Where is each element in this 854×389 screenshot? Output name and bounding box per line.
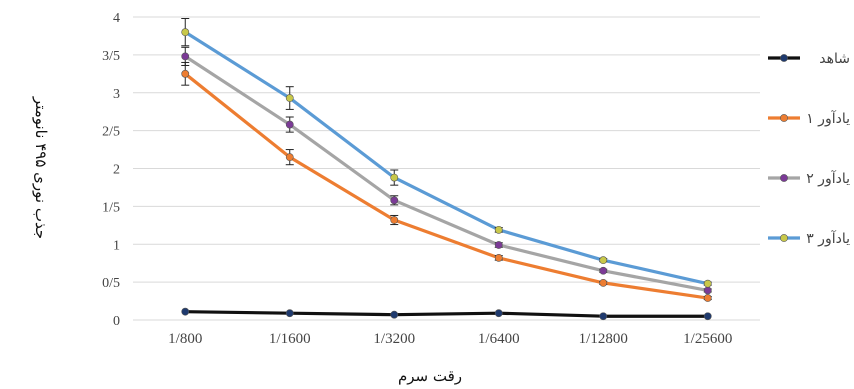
x-tick-labels: 1/800 1/1600 1/3200 1/6400 1/12800 1/25600 (168, 331, 732, 347)
gridlines (133, 16, 760, 321)
y-tick-label: 0 (113, 314, 120, 329)
legend-label: شاهد (819, 51, 850, 67)
series-group (181, 18, 712, 321)
data-point (599, 312, 608, 321)
data-point (285, 153, 294, 162)
x-axis-title: رقت سرم (398, 367, 462, 385)
data-point (390, 173, 399, 182)
legend-item: یادآور ۱ (768, 110, 850, 127)
legend-item: یادآور ۳ (768, 230, 850, 247)
data-point (181, 28, 190, 37)
data-point (285, 94, 294, 102)
y-tick-label: 0/5 (102, 276, 120, 291)
legend-label: یادآور ۲ (806, 170, 850, 187)
legend-swatch-marker (780, 54, 788, 62)
data-point (703, 312, 712, 321)
data-point (494, 241, 503, 249)
data-point (181, 307, 190, 316)
data-point (599, 278, 608, 287)
series-1 (181, 307, 712, 321)
series-line (184, 30, 709, 286)
series-2 (181, 61, 712, 302)
data-point (390, 216, 399, 224)
data-point (285, 309, 294, 318)
series-line (184, 55, 709, 293)
y-tick-label: 2/5 (102, 125, 120, 140)
legend-swatch-marker (780, 174, 788, 182)
legend-swatch-marker (780, 234, 788, 242)
data-point (703, 279, 712, 288)
legend-label: یادآور ۳ (806, 230, 850, 247)
y-tick-labels: 0 0/5 1 1/5 2 2/5 3 3/5 4 (102, 11, 120, 329)
data-point (494, 225, 503, 234)
series-3 (181, 46, 712, 295)
series-line (184, 72, 708, 300)
y-tick-label: 1 (113, 238, 120, 253)
data-point (181, 52, 190, 61)
legend-swatch-marker (780, 114, 788, 122)
y-tick-label: 3 (113, 87, 120, 102)
legend: شاهد یادآور ۱ یادآور ۲ یادآور ۳ (768, 51, 850, 247)
x-tick-label: 1/800 (168, 331, 202, 347)
data-point (494, 253, 503, 262)
data-point (599, 266, 608, 275)
x-tick-label: 1/25600 (683, 331, 732, 347)
data-point (599, 256, 608, 265)
legend-label: یادآور ۱ (806, 110, 850, 127)
data-point (703, 286, 712, 295)
data-point (390, 196, 399, 205)
y-axis-title: جذب نوری ۴۹۵ نانومتر (32, 96, 50, 239)
x-tick-label: 1/1600 (269, 331, 311, 347)
data-point (494, 309, 503, 318)
y-tick-label: 3/5 (102, 49, 120, 64)
y-tick-label: 2 (113, 163, 120, 178)
data-point (285, 120, 294, 129)
series-4 (181, 18, 712, 288)
x-tick-label: 1/3200 (373, 331, 415, 347)
y-tick-label: 4 (113, 11, 120, 26)
legend-item: شاهد (768, 51, 850, 67)
legend-item: یادآور ۲ (768, 170, 850, 187)
x-tick-label: 1/12800 (579, 331, 628, 347)
series-line (185, 310, 708, 318)
data-point (390, 310, 399, 319)
data-point (181, 69, 190, 78)
y-tick-label: 1/5 (102, 200, 120, 215)
x-tick-label: 1/6400 (478, 331, 520, 347)
data-point (703, 294, 712, 302)
